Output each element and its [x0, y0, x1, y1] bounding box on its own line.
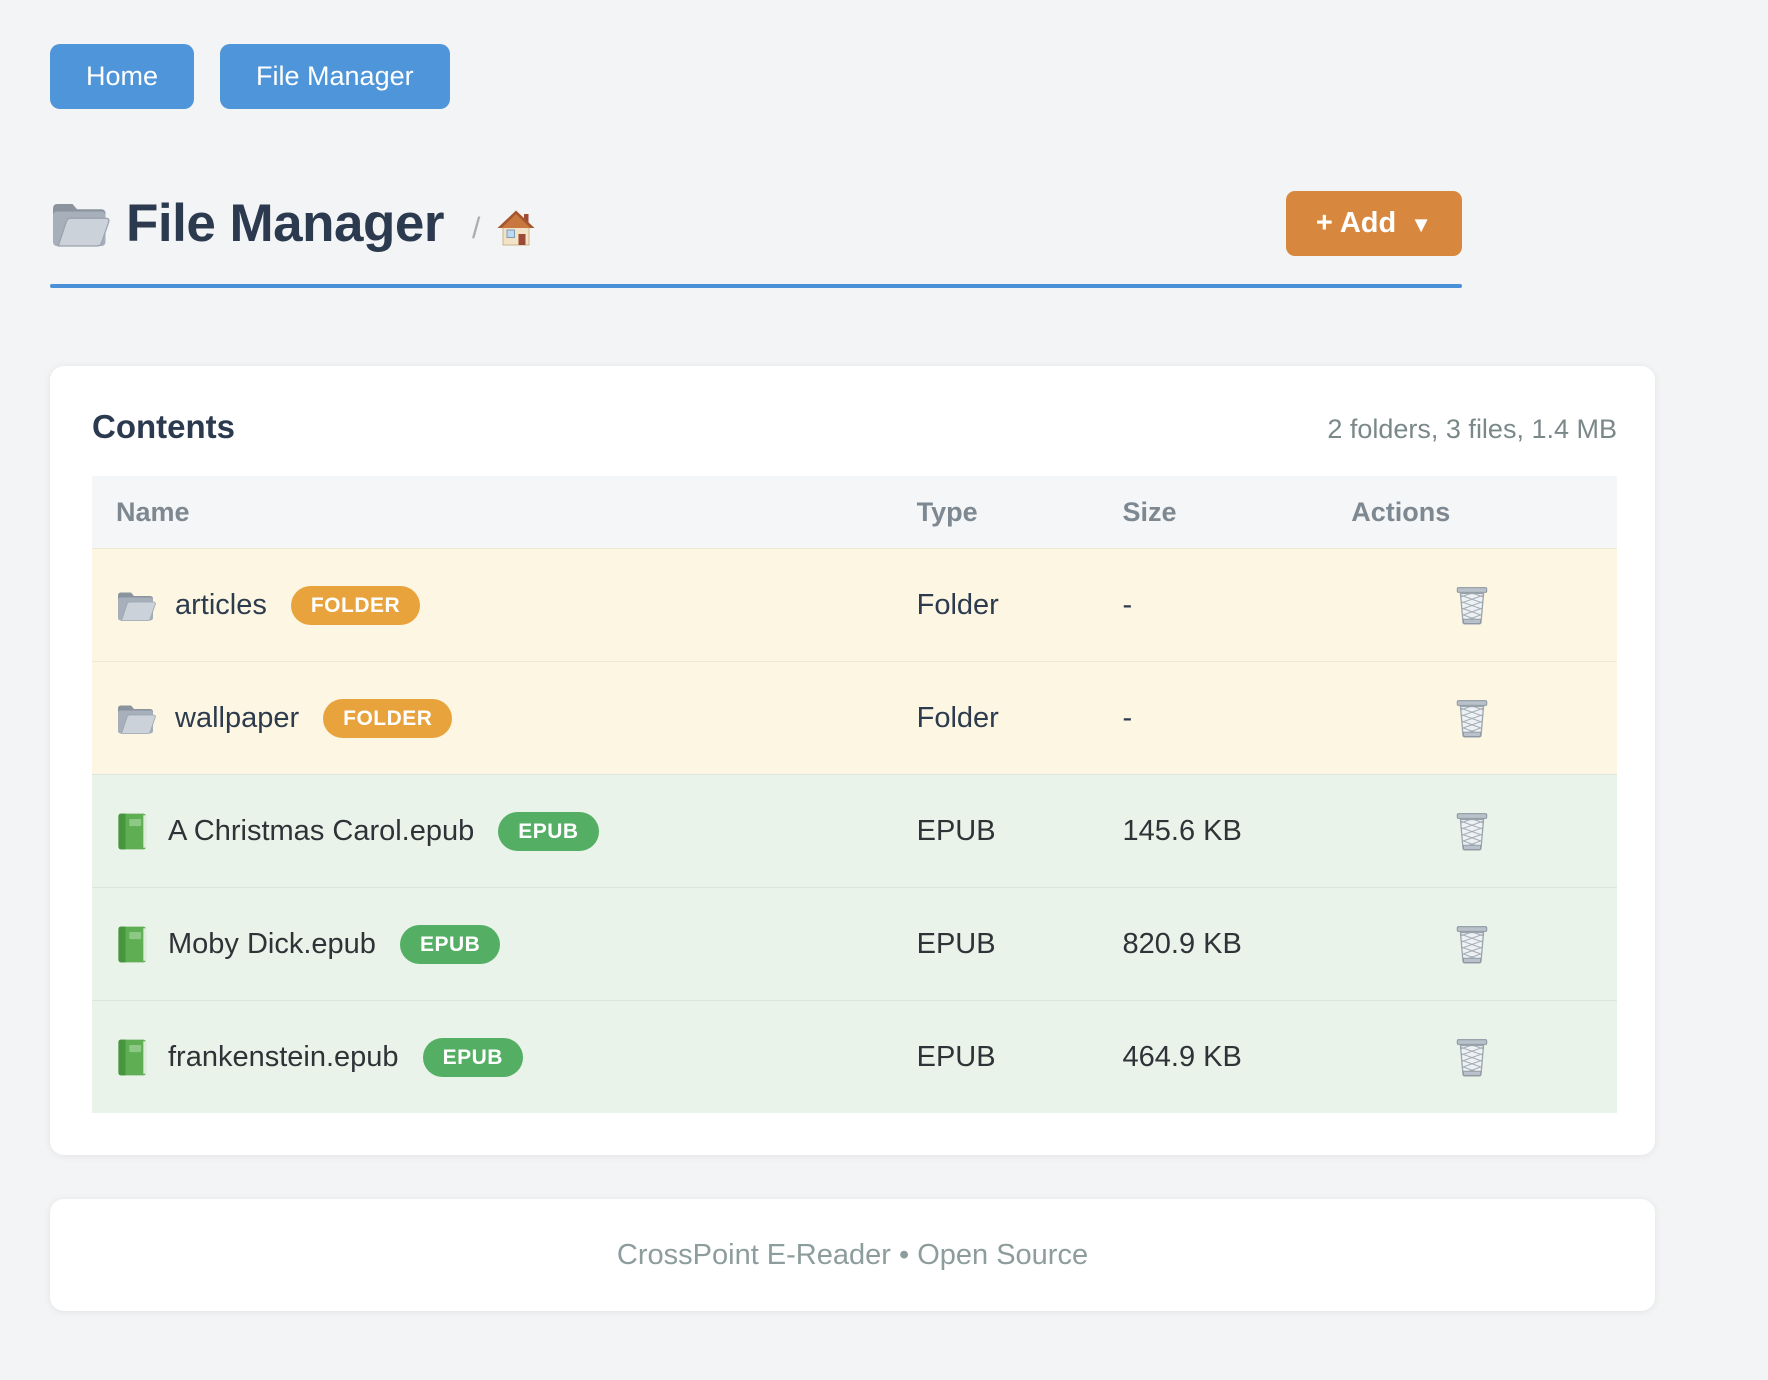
entry-type: Folder	[916, 701, 999, 734]
add-button-label: + Add	[1315, 207, 1397, 239]
header-divider	[50, 284, 1462, 288]
contents-card: Contents 2 folders, 3 files, 1.4 MB Name…	[50, 366, 1655, 1155]
table-row[interactable]: wallpaper FOLDER Folder -	[92, 661, 1617, 774]
type-badge: EPUB	[498, 811, 599, 851]
entry-type: EPUB	[916, 1040, 996, 1073]
wastebasket-icon delete-button[interactable]	[1453, 584, 1491, 626]
table-row[interactable]: articles FOLDER Folder -	[92, 548, 1617, 661]
actions-cell	[1327, 923, 1617, 965]
column-header-size: Size	[1122, 496, 1177, 527]
green-book-icon	[116, 1038, 149, 1077]
entry-size: -	[1122, 701, 1133, 734]
name-cell: articles FOLDER	[92, 585, 893, 625]
entry-name: frankenstein.epub	[168, 1040, 399, 1073]
name-cell: wallpaper FOLDER	[92, 698, 893, 738]
entry-name: articles	[175, 588, 267, 621]
caret-down-icon: ▼	[1410, 211, 1432, 237]
green-book-icon	[116, 812, 149, 851]
table-row[interactable]: A Christmas Carol.epub EPUB EPUB 145.6 K…	[92, 774, 1617, 887]
name-cell: Moby Dick.epub EPUB	[92, 924, 893, 964]
add-button[interactable]: + Add ▼	[1285, 191, 1462, 256]
entry-type: Folder	[916, 588, 999, 621]
wastebasket-icon delete-button[interactable]	[1453, 1036, 1491, 1078]
column-header-type: Type	[916, 496, 978, 527]
page-header: File Manager / + Add ▼	[50, 191, 1462, 256]
footer: CrossPoint E-Reader • Open Source	[50, 1199, 1655, 1311]
wastebasket-icon delete-button[interactable]	[1453, 810, 1491, 852]
entry-name: wallpaper	[175, 701, 300, 734]
home-nav-button[interactable]: Home	[50, 44, 195, 109]
actions-cell	[1327, 584, 1617, 626]
folder-icon	[50, 198, 110, 249]
wastebasket-icon delete-button[interactable]	[1453, 923, 1491, 965]
top-navigation: Home File Manager	[0, 0, 1768, 109]
folder-icon	[116, 701, 156, 736]
table-row[interactable]: Moby Dick.epub EPUB EPUB 820.9 KB	[92, 887, 1617, 1000]
table-header-row: Name Type Size Actions	[92, 476, 1617, 548]
contents-summary: 2 folders, 3 files, 1.4 MB	[1327, 414, 1617, 444]
footer-text: CrossPoint E-Reader • Open Source	[616, 1238, 1089, 1271]
column-header-actions: Actions	[1351, 496, 1451, 527]
actions-cell	[1327, 810, 1617, 852]
breadcrumb-separator: /	[471, 211, 481, 245]
table-body: articles FOLDER Folder - wallpaper FOLDE…	[92, 548, 1617, 1113]
name-cell: frankenstein.epub EPUB	[92, 1037, 893, 1077]
house-icon[interactable]	[496, 209, 536, 247]
green-book-icon	[116, 925, 149, 964]
file-table: Name Type Size Actions articles FOLDER F…	[92, 476, 1617, 1113]
table-row[interactable]: frankenstein.epub EPUB EPUB 464.9 KB	[92, 1000, 1617, 1113]
entry-size: -	[1122, 588, 1133, 621]
entry-name: Moby Dick.epub	[168, 927, 376, 960]
entry-size: 145.6 KB	[1122, 814, 1242, 847]
type-badge: FOLDER	[323, 698, 453, 738]
entry-type: EPUB	[916, 927, 996, 960]
folder-icon	[116, 588, 156, 623]
file-manager-nav-button[interactable]: File Manager	[220, 44, 450, 109]
entry-name: A Christmas Carol.epub	[168, 814, 475, 847]
type-badge: EPUB	[422, 1037, 523, 1077]
entry-size: 464.9 KB	[1122, 1040, 1242, 1073]
type-badge: EPUB	[399, 924, 501, 964]
column-header-name: Name	[116, 496, 190, 527]
actions-cell	[1327, 697, 1617, 739]
type-badge: FOLDER	[290, 585, 421, 625]
entry-size: 820.9 KB	[1122, 927, 1242, 960]
page-title: File Manager	[126, 194, 444, 253]
entry-type: EPUB	[916, 814, 996, 847]
wastebasket-icon delete-button[interactable]	[1453, 697, 1491, 739]
contents-title: Contents	[92, 408, 235, 445]
name-cell: A Christmas Carol.epub EPUB	[92, 811, 893, 851]
actions-cell	[1327, 1036, 1617, 1078]
